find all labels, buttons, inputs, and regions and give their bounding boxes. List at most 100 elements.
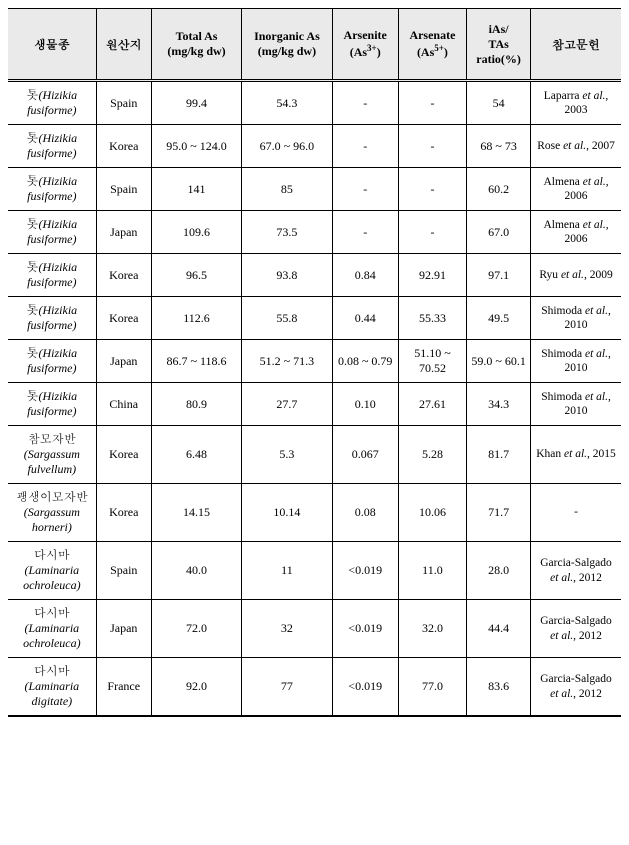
- cell-reference: Shimoda et al., 2010: [531, 383, 621, 426]
- cell-origin: China: [96, 383, 151, 426]
- ref-pre: Almena: [543, 219, 582, 231]
- cell-total-as: 141: [151, 168, 241, 211]
- species-latin: (Laminaria ochroleuca): [23, 563, 81, 592]
- cell-arsenate: -: [398, 211, 466, 254]
- ref-italic: et al.: [585, 348, 608, 360]
- cell-inorg-as: 11: [242, 542, 332, 600]
- cell-reference: Almena et al., 2006: [531, 211, 621, 254]
- th-inorg-as: Inorganic As (mg/kg dw): [242, 9, 332, 81]
- cell-ratio: 81.7: [467, 426, 531, 484]
- cell-species: 톳(Hizikia fusiforme): [8, 383, 96, 426]
- cell-arsenate: 51.10 ~ 70.52: [398, 340, 466, 383]
- species-kr: 톳: [27, 303, 39, 317]
- cell-origin: Japan: [96, 340, 151, 383]
- cell-inorg-as: 32: [242, 600, 332, 658]
- species-kr: 톳: [27, 88, 39, 102]
- ref-pre: Garcia-Salgado: [540, 615, 612, 627]
- th-arsenite: Arsenite (As3+): [332, 9, 398, 81]
- cell-arsenate: 11.0: [398, 542, 466, 600]
- cell-ratio: 60.2: [467, 168, 531, 211]
- cell-arsenite: -: [332, 81, 398, 125]
- cell-arsenate: 77.0: [398, 658, 466, 717]
- ref-italic: et al.: [550, 630, 573, 642]
- cell-total-as: 14.15: [151, 484, 241, 542]
- cell-reference: Laparra et al., 2003: [531, 81, 621, 125]
- cell-inorg-as: 73.5: [242, 211, 332, 254]
- th-arsenate-l1: Arsenate: [409, 28, 455, 42]
- ref-italic: et al.: [564, 448, 587, 460]
- cell-ratio: 83.6: [467, 658, 531, 717]
- cell-ratio: 34.3: [467, 383, 531, 426]
- cell-total-as: 95.0 ~ 124.0: [151, 125, 241, 168]
- cell-total-as: 92.0: [151, 658, 241, 717]
- ref-post: -: [574, 506, 578, 518]
- cell-origin: Korea: [96, 254, 151, 297]
- cell-reference: Garcia-Salgado et al., 2012: [531, 600, 621, 658]
- table-row: 톳(Hizikia fusiforme)Spain99.454.3--54Lap…: [8, 81, 621, 125]
- ref-pre: Garcia-Salgado: [540, 673, 612, 685]
- cell-inorg-as: 55.8: [242, 297, 332, 340]
- cell-arsenite: 0.08: [332, 484, 398, 542]
- table-row: 다시마(Laminaria ochroleuca)Japan72.032<0.0…: [8, 600, 621, 658]
- cell-ratio: 67.0: [467, 211, 531, 254]
- th-total-as-l1: Total As: [176, 29, 218, 43]
- species-kr: 톳: [27, 174, 39, 188]
- species-kr: 다시마: [34, 548, 70, 562]
- cell-total-as: 112.6: [151, 297, 241, 340]
- cell-species: 다시마(Laminaria ochroleuca): [8, 542, 96, 600]
- cell-inorg-as: 67.0 ~ 96.0: [242, 125, 332, 168]
- cell-arsenite: <0.019: [332, 658, 398, 717]
- cell-reference: Shimoda et al., 2010: [531, 297, 621, 340]
- cell-reference: Ryu et al., 2009: [531, 254, 621, 297]
- ref-pre: Shimoda: [541, 391, 585, 403]
- cell-origin: Spain: [96, 168, 151, 211]
- species-latin: (Sargassum horneri): [24, 505, 80, 534]
- table-row: 톳(Hizikia fusiforme)Japan109.673.5--67.0…: [8, 211, 621, 254]
- cell-origin: Korea: [96, 484, 151, 542]
- cell-arsenate: 32.0: [398, 600, 466, 658]
- cell-total-as: 72.0: [151, 600, 241, 658]
- th-total-as-l2: (mg/kg dw): [167, 44, 225, 58]
- cell-ratio: 97.1: [467, 254, 531, 297]
- cell-species: 괭생이모자반(Sargassum horneri): [8, 484, 96, 542]
- species-kr: 톳: [27, 260, 39, 274]
- th-species: 생물종: [8, 9, 96, 81]
- th-arsenate-sup: 5+: [434, 43, 444, 53]
- ref-pre: Garcia-Salgado: [540, 557, 612, 569]
- cell-arsenate: 92.91: [398, 254, 466, 297]
- cell-inorg-as: 93.8: [242, 254, 332, 297]
- table-row: 참모자반(Sargassum fulvellum)Korea6.485.30.0…: [8, 426, 621, 484]
- cell-arsenite: 0.08 ~ 0.79: [332, 340, 398, 383]
- ref-pre: Khan: [536, 448, 564, 460]
- th-inorg-as-l1: Inorganic As: [254, 29, 320, 43]
- cell-arsenite: 0.067: [332, 426, 398, 484]
- th-arsenite-l2: (As: [350, 45, 367, 59]
- cell-arsenite: -: [332, 211, 398, 254]
- cell-species: 톳(Hizikia fusiforme): [8, 211, 96, 254]
- cell-arsenite: -: [332, 168, 398, 211]
- cell-species: 참모자반(Sargassum fulvellum): [8, 426, 96, 484]
- cell-inorg-as: 10.14: [242, 484, 332, 542]
- cell-total-as: 86.7 ~ 118.6: [151, 340, 241, 383]
- th-ratio-l2: TAs: [488, 37, 508, 51]
- ref-italic: et al.: [550, 572, 573, 584]
- ref-post: , 2012: [573, 688, 602, 700]
- species-kr: 톳: [27, 131, 39, 145]
- cell-arsenite: 0.84: [332, 254, 398, 297]
- cell-ratio: 54: [467, 81, 531, 125]
- table-row: 다시마(Laminaria digitate)France92.077<0.01…: [8, 658, 621, 717]
- ref-italic: et al.: [563, 140, 586, 152]
- ref-pre: Shimoda: [541, 305, 585, 317]
- cell-total-as: 109.6: [151, 211, 241, 254]
- ref-post: , 2012: [573, 630, 602, 642]
- ref-italic: et al.: [583, 176, 606, 188]
- cell-inorg-as: 77: [242, 658, 332, 717]
- cell-reference: Khan et al., 2015: [531, 426, 621, 484]
- cell-origin: Japan: [96, 600, 151, 658]
- cell-arsenate: -: [398, 125, 466, 168]
- ref-italic: et al.: [583, 219, 606, 231]
- cell-origin: Japan: [96, 211, 151, 254]
- cell-origin: Korea: [96, 426, 151, 484]
- ref-italic: et al.: [561, 269, 584, 281]
- cell-total-as: 96.5: [151, 254, 241, 297]
